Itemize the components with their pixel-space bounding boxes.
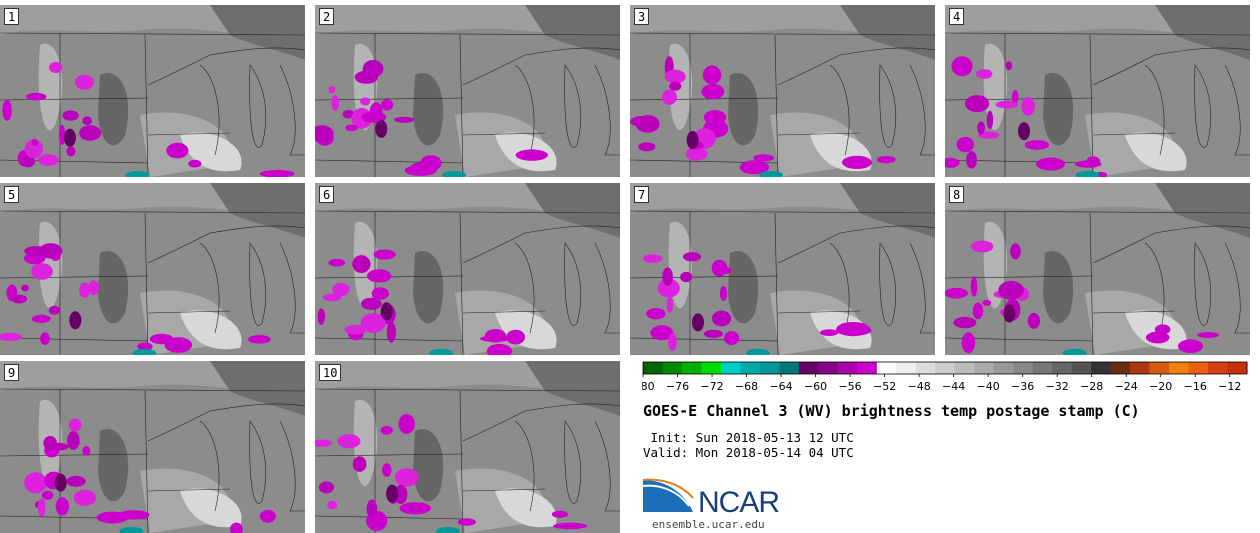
map-image xyxy=(945,183,1250,355)
colorbar-swatch xyxy=(1091,362,1112,374)
panel-number: 10 xyxy=(319,364,342,381)
member-panel: 5 xyxy=(0,183,305,355)
colorbar-tick-label: −72 xyxy=(700,380,723,393)
colorbar-tick-label: −28 xyxy=(1080,380,1103,393)
ncar-logo-text: NCAR xyxy=(698,486,780,519)
colorbar-tick-label: −36 xyxy=(1011,380,1034,393)
colorbar-swatch xyxy=(935,362,956,374)
map-image xyxy=(315,183,620,355)
colorbar-swatch xyxy=(720,362,741,374)
colorbar-tick-label: −80 xyxy=(642,380,655,393)
colorbar-swatch xyxy=(643,362,663,374)
member-panel: 3 xyxy=(630,5,935,177)
colorbar-swatch xyxy=(1227,362,1248,374)
init-time: Init: Sun 2018-05-13 12 UTC xyxy=(643,430,854,445)
colorbar-swatch xyxy=(779,362,800,374)
panel-number: 9 xyxy=(4,364,20,381)
member-panel: 4 xyxy=(945,5,1250,177)
colorbar-tick-label: −44 xyxy=(942,380,965,393)
colorbar-swatch xyxy=(1208,362,1229,374)
member-panel: 2 xyxy=(315,5,620,177)
colorbar-tick-label: −68 xyxy=(735,380,758,393)
panel-number: 5 xyxy=(4,186,20,203)
colorbar-tick-label: −40 xyxy=(977,380,1000,393)
colorbar-swatch xyxy=(1013,362,1034,374)
member-panel: 10 xyxy=(315,361,620,533)
colorbar-swatch xyxy=(681,362,702,374)
map-image xyxy=(0,5,305,177)
site-url: ensemble.ucar.edu xyxy=(652,518,765,531)
member-panel: 6 xyxy=(315,183,620,355)
figure-title: GOES-E Channel 3 (WV) brightness temp po… xyxy=(643,402,1140,420)
panel-number: 2 xyxy=(319,8,335,25)
colorbar-swatch xyxy=(701,362,722,374)
colorbar-swatch xyxy=(837,362,858,374)
colorbar-swatch xyxy=(1130,362,1151,374)
member-panel: 8 xyxy=(945,183,1250,355)
member-panel: 7 xyxy=(630,183,935,355)
colorbar-swatch xyxy=(662,362,683,374)
panel-number: 1 xyxy=(4,8,20,25)
colorbar-swatch xyxy=(993,362,1014,374)
map-image xyxy=(630,5,935,177)
colorbar-tick-label: −76 xyxy=(666,380,689,393)
panel-number: 6 xyxy=(319,186,335,203)
map-image xyxy=(0,183,305,355)
colorbar-tick-label: −12 xyxy=(1218,380,1241,393)
colorbar-swatch xyxy=(857,362,878,374)
colorbar-swatch xyxy=(759,362,780,374)
colorbar-swatch xyxy=(1169,362,1190,374)
colorbar-tick-label: −64 xyxy=(769,380,792,393)
colorbar-swatch xyxy=(1052,362,1073,374)
colorbar-swatch xyxy=(1188,362,1209,374)
colorbar-swatch xyxy=(954,362,975,374)
colorbar-tick-label: −20 xyxy=(1149,380,1172,393)
valid-time: Valid: Mon 2018-05-14 04 UTC xyxy=(643,445,854,460)
colorbar-tick-label: −52 xyxy=(873,380,896,393)
colorbar-tick-label: −24 xyxy=(1115,380,1138,393)
colorbar-swatch xyxy=(896,362,917,374)
colorbar: −80−76−72−68−64−60−56−52−48−44−40−36−32−… xyxy=(642,361,1248,393)
panel-number: 8 xyxy=(949,186,965,203)
ncar-logo-icon xyxy=(643,478,694,512)
panel-number: 7 xyxy=(634,186,650,203)
map-image xyxy=(315,361,620,533)
colorbar-swatch xyxy=(974,362,995,374)
colorbar-swatch xyxy=(1071,362,1092,374)
colorbar-swatch xyxy=(1032,362,1053,374)
map-image xyxy=(630,183,935,355)
map-image xyxy=(945,5,1250,177)
colorbar-swatch xyxy=(1149,362,1170,374)
colorbar-tick-label: −16 xyxy=(1184,380,1207,393)
colorbar-frame xyxy=(642,361,1248,375)
panel-number: 4 xyxy=(949,8,965,25)
member-panel: 9 xyxy=(0,361,305,533)
colorbar-swatch xyxy=(915,362,936,374)
colorbar-tick-label: −48 xyxy=(908,380,931,393)
colorbar-tick-label: −56 xyxy=(838,380,861,393)
colorbar-swatch xyxy=(818,362,839,374)
panel-number: 3 xyxy=(634,8,650,25)
colorbar-swatch xyxy=(740,362,761,374)
member-panel: 1 xyxy=(0,5,305,177)
map-image xyxy=(315,5,620,177)
colorbar-swatch xyxy=(876,362,897,374)
colorbar-swatch xyxy=(798,362,819,374)
colorbar-swatch xyxy=(1110,362,1131,374)
colorbar-tick-label: −60 xyxy=(804,380,827,393)
colorbar-tick-label: −32 xyxy=(1046,380,1069,393)
map-image xyxy=(0,361,305,533)
